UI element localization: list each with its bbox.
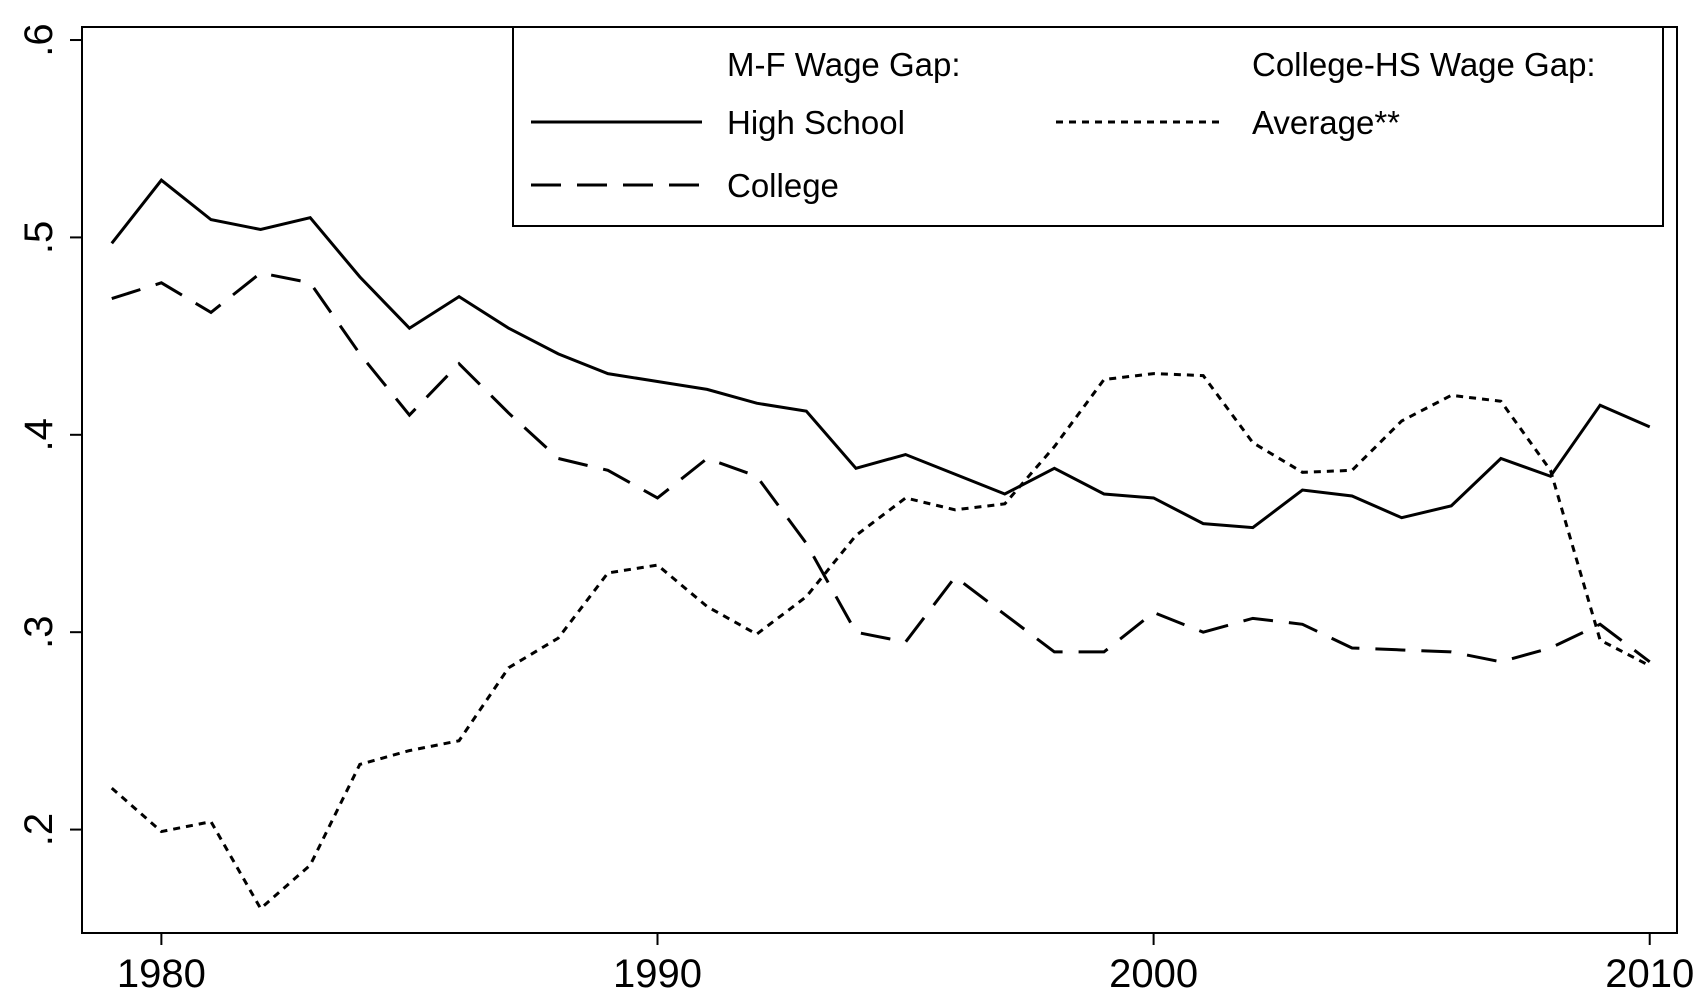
legend: M-F Wage Gap: College-HS Wage Gap: High Sc…: [512, 26, 1664, 227]
legend-label: College: [727, 167, 839, 204]
y-tick-label: .2: [17, 813, 61, 846]
legend-header: M-F Wage Gap:: [727, 46, 961, 83]
legend-box: [512, 26, 1664, 227]
y-tick-label: .5: [17, 221, 61, 254]
x-tick-label: 2010: [1605, 952, 1694, 996]
y-tick-label: .4: [17, 418, 61, 451]
x-tick-label: 2000: [1109, 952, 1198, 996]
series-line: [110, 372, 1651, 911]
legend-header: College-HS Wage Gap:: [1252, 46, 1596, 83]
legend-label: Average**: [1252, 104, 1400, 141]
x-tick-label: 1980: [117, 952, 206, 996]
y-tick-label: .6: [17, 23, 61, 56]
y-tick-label: .3: [17, 616, 61, 649]
x-tick-label: 1990: [613, 952, 702, 996]
legend-label: High School: [727, 104, 905, 141]
series-line: [110, 178, 1651, 530]
series-line: [111, 271, 1651, 664]
